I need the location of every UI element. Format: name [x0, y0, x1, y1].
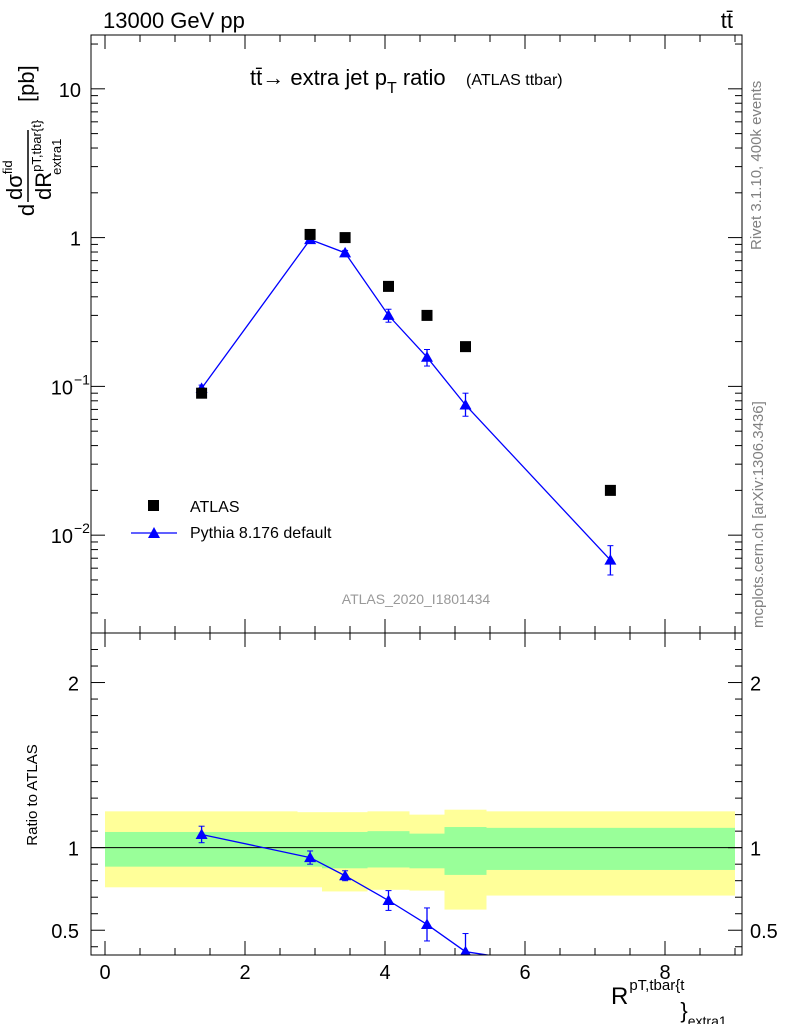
y-tick-exponent: −1 — [74, 371, 90, 387]
title-subscript: T — [387, 80, 397, 97]
y-tick-label: 10 — [51, 377, 73, 399]
rivet-version-label: Rivet 3.1.10, 400k events — [748, 81, 765, 250]
ratio-series — [195, 825, 492, 955]
ratio-pythia-point — [460, 945, 471, 955]
pythia-point — [459, 398, 472, 410]
title-tail: ratio — [397, 65, 446, 90]
uncertainty-band-inner — [367, 831, 410, 868]
legend-marker-atlas — [148, 500, 159, 511]
legend-label-atlas: ATLAS — [190, 499, 240, 516]
uncertainty-band-inner — [486, 827, 735, 870]
y-tick-label: 10 — [59, 80, 81, 102]
ratio-y-tick-label: 0.5 — [51, 921, 79, 943]
atlas-point — [460, 341, 471, 353]
y-tick-label: 1 — [70, 229, 81, 251]
pythia-point — [382, 309, 395, 320]
pythia-line — [201, 238, 611, 561]
mcplots-label: mcplots.cern.ch [arXiv:1306.3436] — [750, 401, 767, 628]
svg-text:d: d — [14, 204, 39, 216]
atlas-point — [604, 484, 616, 496]
process-label: 13000 GeV pp — [103, 8, 245, 33]
ratio-y-axis-label: Ratio to ATLAS — [24, 744, 41, 845]
x-tick-label: 0 — [99, 962, 110, 984]
y-tick-label: 10 — [51, 526, 73, 548]
x-tick-label: 4 — [379, 962, 390, 984]
uncertainty-band-inner — [322, 831, 368, 869]
ratio-y-tick-label-right: 1 — [750, 839, 761, 861]
ratio-y-tick-label-right: 2 — [750, 674, 761, 696]
uncertainty-band-inner — [409, 833, 445, 869]
final-state-label: tt̄ — [721, 8, 733, 33]
svg-text:dσfid: dσfid — [0, 160, 27, 200]
ratio-frame — [90, 632, 743, 956]
x-tick-label: 2 — [239, 962, 250, 984]
ratio-pythia-point — [339, 869, 352, 881]
pythia-point — [421, 351, 433, 362]
pythia-point — [339, 246, 352, 258]
chart-title: tt̄→ extra jet pT ratio — [250, 65, 446, 97]
ratio-y-tick-label: 1 — [68, 839, 79, 861]
main-marks — [195, 228, 617, 576]
ratio-marks — [91, 809, 742, 955]
ratio-y-tick-label-right: 0.5 — [750, 921, 778, 943]
atlas-point — [304, 228, 316, 240]
legend-label-pythia: Pythia 8.176 default — [190, 525, 332, 542]
title-note: (ATLAS ttbar) — [466, 72, 563, 89]
analysis-tag: ATLAS_2020_I1801434 — [342, 591, 491, 607]
y-tick-exponent: −2 — [74, 520, 90, 536]
legend-marker-pythia — [148, 527, 160, 538]
pythia-point — [604, 554, 617, 565]
atlas-point — [196, 387, 208, 399]
atlas-point — [383, 280, 394, 292]
uncertainty-band-inner — [444, 827, 487, 875]
ratio-axes: 0 2 4 6 8 0.5 0.5 1 1 2 2 — [51, 633, 778, 984]
x-tick-label: 8 — [659, 962, 670, 984]
atlas-point — [339, 232, 351, 244]
svg-text:RpT,tbar{t}extra1: RpT,tbar{t}extra1 — [611, 977, 727, 1024]
ratio-y-tick-label: 2 — [68, 674, 79, 696]
ratio-pythia-point — [382, 894, 395, 906]
ratio-pythia-point — [421, 918, 433, 929]
ratio-pythia-point — [304, 851, 317, 863]
x-tick-label: 6 — [519, 962, 530, 984]
title-main: tt̄→ extra jet p — [250, 65, 387, 90]
main-y-axis-label: d dσfid dRpT,tbar{t} extra1 [pb] — [0, 65, 64, 216]
x-axis-label: RpT,tbar{t}extra1 — [611, 977, 727, 1024]
y-unit: [pb] — [14, 65, 39, 102]
ratio-panel: 0 2 4 6 8 0.5 0.5 1 1 2 2 Ratio to ATLAS RpT,tbar{… — [24, 632, 778, 1024]
main-frame — [90, 34, 743, 634]
legend: ATLAS Pythia 8.176 default — [131, 499, 332, 542]
svg-text:dRpT,tbar{t}extra1: dRpT,tbar{t} extra1 — [29, 119, 64, 200]
atlas-point — [421, 309, 433, 321]
ratio-pythia-point — [195, 828, 208, 839]
